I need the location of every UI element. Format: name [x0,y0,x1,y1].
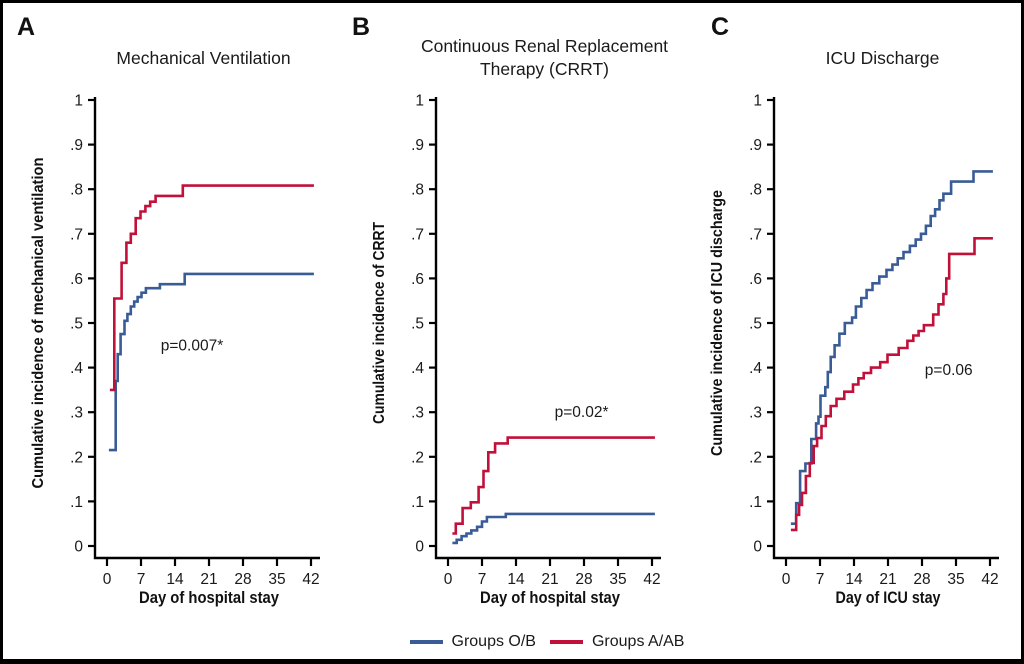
panel-title-b: Continuous Renal Replacement Therapy (CR… [420,36,669,79]
y-tick-label: .3 [411,405,424,422]
y-tick-label: 0 [753,539,762,556]
y-tick-label: .2 [411,449,424,466]
y-tick-label: .1 [749,494,762,511]
panel-title-c: ICU Discharge [825,47,940,68]
legend-item-groups-aab: Groups A/AB [549,633,685,651]
axes [434,97,661,560]
legend: Groups O/B Groups A/AB [38,633,1021,651]
x-tick-label: 14 [507,571,525,588]
p-value-annotation: p=0.007* [161,337,224,354]
x-tick-label: 35 [609,571,626,588]
series-groups-a-ab-line [109,184,314,392]
x-axis-title: Day of ICU stay [836,589,942,607]
y-tick-label: .8 [70,182,83,199]
y-tick-label: .1 [70,494,83,511]
legend-label-groups-aab: Groups A/AB [591,633,685,650]
y-tick-label: .7 [411,226,424,243]
x-tick-label: 42 [981,571,998,588]
x-tick-label: 42 [643,571,660,588]
axes [772,97,999,560]
y-tick-label: .6 [749,271,762,288]
x-tick-label: 14 [845,571,863,588]
y-tick-label: .4 [749,360,762,377]
series-groups-o-b-line [108,272,314,452]
y-tick-label: .9 [70,137,83,154]
y-tick-label: 0 [415,539,424,556]
y-tick-label: .5 [70,316,83,333]
panel-c-icu-discharge: C ICU Discharge 0 .1 .2 .3 .4 .5 .6 .7 .8 .9 1 0 7 14… [682,3,1021,619]
legend-label-groups-ob: Groups O/B [451,633,536,650]
y-tick-label: .4 [411,360,424,377]
x-tick-label: 21 [541,571,558,588]
y-tick-label: 1 [74,93,83,110]
y-tick-label: .4 [70,360,83,377]
y-tick-label: .5 [749,316,762,333]
y-tick-label: 1 [415,93,424,110]
y-tick-label: 1 [753,93,762,110]
y-tick-label: .9 [749,137,762,154]
y-tick-label: 0 [74,539,83,556]
x-tick-label: 0 [782,571,791,588]
axes [93,97,320,560]
y-tick-label: .2 [749,449,762,466]
x-tick-label: 28 [234,571,251,588]
series-groups-o-b-line [452,512,655,545]
x-tick-label: 7 [478,571,487,588]
legend-line-blue-icon [409,640,443,644]
y-tick-label: .6 [70,271,83,288]
x-axis-title: Day of hospital stay [139,589,280,607]
x-tick-label: 7 [816,571,825,588]
panel-b-crrt: B Continuous Renal Replacement Therapy (… [344,3,685,619]
y-tick-label: .5 [411,316,424,333]
x-tick-label: 21 [879,571,896,588]
legend-line-red-icon [549,640,583,644]
y-axis-title: Cumulative incidence of mechanical venti… [30,158,47,489]
y-tick-label: .7 [70,226,83,243]
y-tick-label: .2 [70,449,83,466]
p-value-annotation: p=0.02* [555,404,609,421]
p-value-annotation: p=0.06 [925,362,973,379]
panel-letter-b: B [352,13,371,41]
x-tick-label: 35 [947,571,964,588]
panel-title-a: Mechanical Ventilation [116,47,291,68]
series-groups-a-ab-line [452,436,655,535]
x-tick-label: 7 [137,571,146,588]
y-tick-label: .9 [411,137,424,154]
x-tick-label: 28 [913,571,930,588]
panel-letter-a: A [17,13,36,41]
plot-area-b: 0 .1 .2 .3 .4 .5 .6 .7 .8 .9 1 0 7 14 21 28 35 42 Day of h… [371,93,661,607]
y-tick-label: .6 [411,271,424,288]
x-tick-label: 14 [166,571,184,588]
x-axis-title: Day of hospital stay [480,589,621,607]
y-tick-label: .7 [749,226,762,243]
x-tick-label: 28 [575,571,592,588]
plot-area-a: 0 .1 .2 .3 .4 .5 .6 .7 .8 .9 1 0 7 14 21 28 35 42 Day of h… [30,93,320,607]
series-groups-o-b-line [790,170,993,525]
y-tick-label: .1 [411,494,424,511]
x-tick-label: 0 [444,571,453,588]
y-tick-label: .8 [749,182,762,199]
x-tick-label: 42 [302,571,319,588]
series-groups-a-ab-line [790,237,993,532]
y-axis-title: Cumulative incidence of CRRT [371,222,388,424]
panel-letter-c: C [711,13,730,41]
y-axis-title: Cumulative incidence of ICU discharge [709,190,726,456]
legend-item-groups-ob: Groups O/B [409,633,536,651]
x-tick-label: 21 [200,571,217,588]
y-tick-label: .3 [70,405,83,422]
plot-area-c: 0 .1 .2 .3 .4 .5 .6 .7 .8 .9 1 0 7 14 21 28 35 42 Day of I… [709,93,999,607]
panel-a-mechanical-ventilation: A Mechanical Ventilation 0 .1 .2 .3 .4 .5 .6 .7… [3,3,344,619]
x-tick-label: 35 [268,571,285,588]
y-tick-label: .8 [411,182,424,199]
y-tick-label: .3 [749,405,762,422]
x-tick-label: 0 [103,571,112,588]
